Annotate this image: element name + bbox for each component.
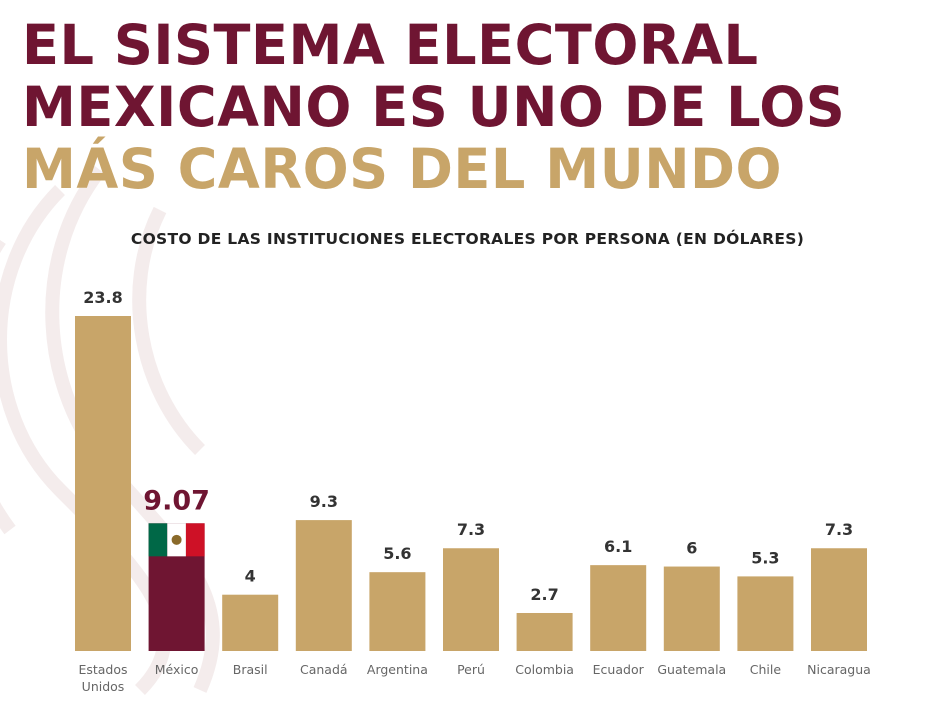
mexico-flag-icon [148,523,205,557]
category-label: Unidos [82,679,125,694]
category-label: México [155,662,199,677]
data-label: 9.3 [310,492,338,511]
data-label: 5.3 [751,548,779,567]
category-label: Perú [457,662,485,677]
data-label: 6.1 [604,537,632,556]
headline-line-1: EL SISTEMA ELECTORAL [22,13,759,77]
flag-emblem [171,534,182,545]
data-label: 9.07 [143,485,210,516]
flag-green-stripe [148,523,168,557]
category-label: Colombia [515,662,574,677]
category-label: Nicaragua [807,662,871,677]
bar [295,520,352,651]
headline-line-2: MEXICANO ES UNO DE LOS [22,75,846,139]
headline: EL SISTEMA ELECTORAL MEXICANO ES UNO DE … [22,14,845,200]
bar [811,548,867,651]
headline-line-3: MÁS CAROS DEL MUNDO [22,137,783,201]
category-label: Chile [750,662,782,677]
bar [590,565,647,651]
category-label: Ecuador [593,662,645,677]
flag-red-stripe [185,523,205,557]
data-label: 6 [686,539,697,558]
category-label: Canadá [300,662,348,677]
data-label: 7.3 [825,520,853,539]
data-label: 23.8 [83,288,122,307]
bar [737,576,794,651]
bar [222,594,279,651]
data-label: 4 [245,567,256,586]
data-label: 5.6 [383,544,411,563]
data-label: 7.3 [457,520,485,539]
category-label: Estados [78,662,127,677]
bar [369,572,426,651]
category-label: Argentina [367,662,428,677]
category-label: Guatemala [657,662,726,677]
bar [516,612,573,651]
bar [663,566,720,651]
data-label: 2.7 [530,585,558,604]
bar [443,548,499,651]
chart-title: COSTO DE LAS INSTITUCIONES ELECTORALES P… [130,230,805,248]
bar [75,316,131,651]
category-label: Brasil [233,662,268,677]
